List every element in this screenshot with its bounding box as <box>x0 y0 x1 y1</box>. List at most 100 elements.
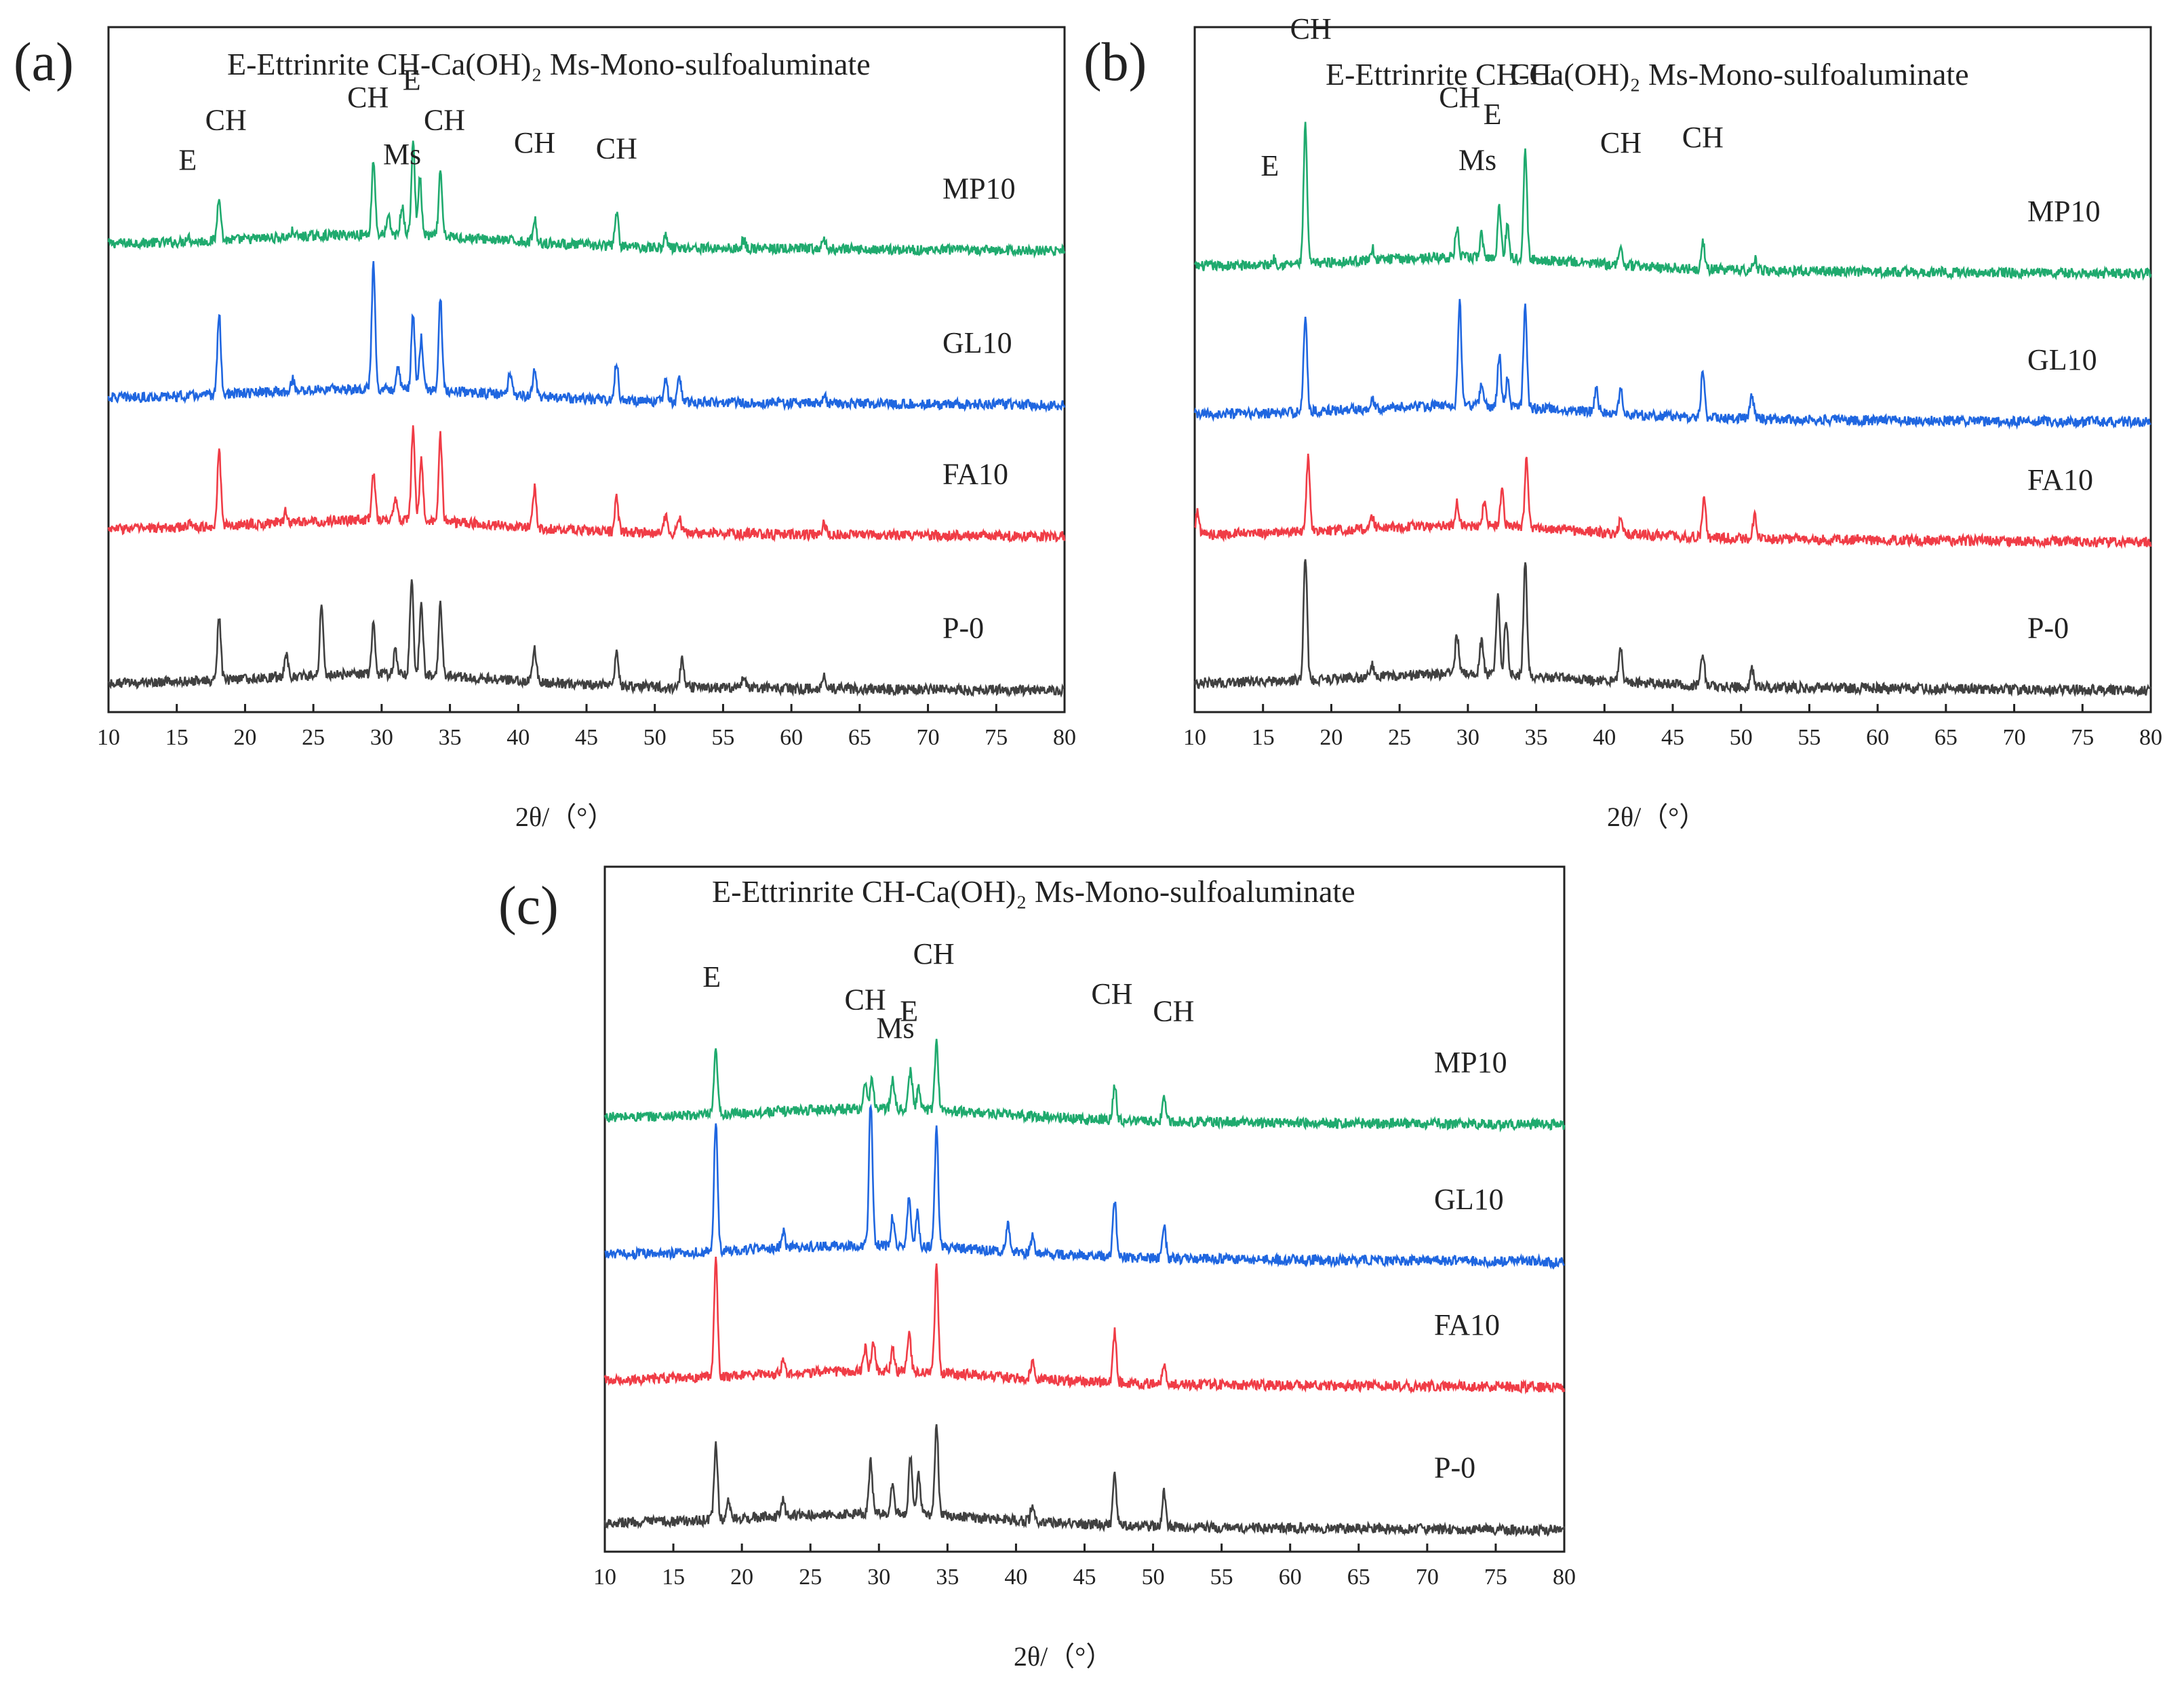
x-tick-label: 25 <box>799 1565 822 1590</box>
peak-annotation: CH <box>845 983 886 1016</box>
x-tick-label: 50 <box>1730 725 1753 750</box>
peak-annotation: CH <box>596 132 637 165</box>
panel-a-label: (a) <box>14 33 74 92</box>
series-label-gl10: GL10 <box>942 326 1012 359</box>
x-tick-label: 15 <box>662 1565 685 1590</box>
series-line-gl10 <box>1193 298 2151 430</box>
series-line-gl10 <box>604 1103 1565 1270</box>
x-tick-label: 35 <box>439 725 462 750</box>
panel-c: (c) E-Ettrinrite CH-Ca(OH)₂ Ms-Mono-sulf… <box>498 865 1576 1672</box>
panel-b: (b) E-Ettrinrite CH-Ca(OH)₂ Ms-Mono-sulf… <box>1084 12 2162 832</box>
x-tick-label: 50 <box>1142 1565 1165 1590</box>
series-line-fa10 <box>107 425 1066 543</box>
series-label-p-0: P-0 <box>942 612 984 645</box>
x-tick-label: 60 <box>1279 1565 1302 1590</box>
x-tick-label: 25 <box>302 725 325 750</box>
series-label-fa10: FA10 <box>1434 1308 1500 1341</box>
x-tick-label: 70 <box>2003 725 2026 750</box>
x-tick-label: 50 <box>643 725 667 750</box>
panel-c-series <box>603 1038 1566 1537</box>
x-tick-label: 60 <box>780 725 803 750</box>
peak-annotation: CH <box>205 104 247 137</box>
series-label-p-0: P-0 <box>2027 612 2069 645</box>
peak-annotation: CH <box>1153 994 1194 1027</box>
panel-c-series-labels: MP10 GL10 FA10 P-0 <box>1434 1046 1507 1485</box>
x-tick-label: 55 <box>711 725 734 750</box>
panel-b-legend: E-Ettrinrite CH-Ca(OH)₂ Ms-Mono-sulfoalu… <box>1326 57 1969 92</box>
peak-annotation: Ms <box>876 1012 914 1045</box>
peak-annotation: E <box>702 960 721 994</box>
series-label-mp10: MP10 <box>2027 195 2101 228</box>
peak-annotation: E <box>1484 98 1502 131</box>
peak-annotation: E <box>178 143 197 176</box>
panel-c-legend: E-Ettrinrite CH-Ca(OH)₂ Ms-Mono-sulfoalu… <box>712 874 1355 909</box>
peak-annotation: CH <box>514 126 555 159</box>
x-tick-label: 45 <box>1073 1565 1096 1590</box>
peak-annotation: CH <box>1439 81 1480 114</box>
x-tick-label: 10 <box>97 725 120 750</box>
x-tick-label: 80 <box>1053 725 1076 750</box>
series-line-mp10 <box>603 1038 1566 1133</box>
panel-a-series-labels: MP10 GL10 FA10 P-0 <box>942 172 1016 645</box>
x-tick-label: 80 <box>1553 1565 1576 1590</box>
panel-a-legend: E-Ettrinrite CH-Ca(OH)₂ Ms-Mono-sulfoalu… <box>227 47 871 81</box>
x-tick-label: 65 <box>1934 725 1958 750</box>
peak-annotation: CH <box>424 104 465 137</box>
x-tick-label: 10 <box>593 1565 616 1590</box>
series-label-fa10: FA10 <box>2027 463 2093 496</box>
x-tick-label: 60 <box>1866 725 1889 750</box>
panel-b-x-ticks: 10 15 20 25 30 35 40 45 50 55 60 65 70 75 80 <box>1183 704 2162 750</box>
x-tick-label: 15 <box>165 725 188 750</box>
x-tick-label: 45 <box>1661 725 1684 750</box>
panel-a: (a) E-Ettrinrite CH-Ca(OH)₂ Ms-Mono-sulf… <box>14 26 1076 832</box>
series-line-mp10 <box>1193 121 2152 281</box>
series-label-mp10: MP10 <box>942 172 1016 205</box>
series-label-gl10: GL10 <box>1434 1183 1504 1216</box>
x-tick-label: 75 <box>1484 1565 1507 1590</box>
x-tick-label: 30 <box>867 1565 890 1590</box>
peak-annotation: CH <box>347 81 389 114</box>
x-tick-label: 35 <box>1525 725 1548 750</box>
x-tick-label: 30 <box>370 725 393 750</box>
series-line-mp10 <box>107 140 1066 259</box>
panel-c-frame <box>603 865 1566 1553</box>
panel-c-x-axis-title: 2θ/（°） <box>1014 1641 1113 1672</box>
x-tick-label: 15 <box>1252 725 1275 750</box>
peak-annotation: Ms <box>383 138 421 171</box>
series-line-fa10 <box>1194 453 2152 549</box>
panel-c-label: (c) <box>498 876 559 936</box>
series-line-p-0 <box>107 579 1065 698</box>
series-line-fa10 <box>603 1256 1566 1395</box>
peak-annotation: CH <box>913 937 955 970</box>
peak-annotation: E <box>1260 149 1279 182</box>
peak-annotation: Ms <box>1458 143 1496 176</box>
peak-annotation: CH <box>1682 121 1724 154</box>
x-tick-label: 75 <box>2071 725 2094 750</box>
panel-a-x-ticks: 10 15 20 25 30 35 40 45 50 55 60 65 70 75 80 <box>97 704 1076 750</box>
series-label-mp10: MP10 <box>1434 1046 1507 1079</box>
panel-c-x-ticks: 10 15 20 25 30 35 40 45 50 55 60 65 70 75 80 <box>593 1544 1576 1590</box>
x-tick-label: 35 <box>936 1565 959 1590</box>
x-tick-label: 80 <box>2139 725 2162 750</box>
panel-b-series <box>1193 121 2152 698</box>
x-tick-label: 55 <box>1798 725 1821 750</box>
peak-annotation: E <box>900 994 918 1027</box>
x-tick-label: 20 <box>730 1565 753 1590</box>
x-tick-label: 70 <box>1416 1565 1439 1590</box>
x-tick-label: 65 <box>1347 1565 1370 1590</box>
x-tick-label: 10 <box>1183 725 1206 750</box>
series-label-fa10: FA10 <box>942 457 1008 490</box>
peak-annotation: CH <box>1290 12 1332 45</box>
peak-annotation: E <box>403 64 421 97</box>
x-tick-label: 20 <box>233 725 256 750</box>
series-label-gl10: GL10 <box>2027 343 2097 376</box>
x-tick-label: 40 <box>1593 725 1616 750</box>
x-tick-label: 45 <box>575 725 598 750</box>
series-line-p-0 <box>603 1424 1566 1537</box>
series-line-p-0 <box>1193 559 2152 698</box>
x-tick-label: 30 <box>1456 725 1480 750</box>
